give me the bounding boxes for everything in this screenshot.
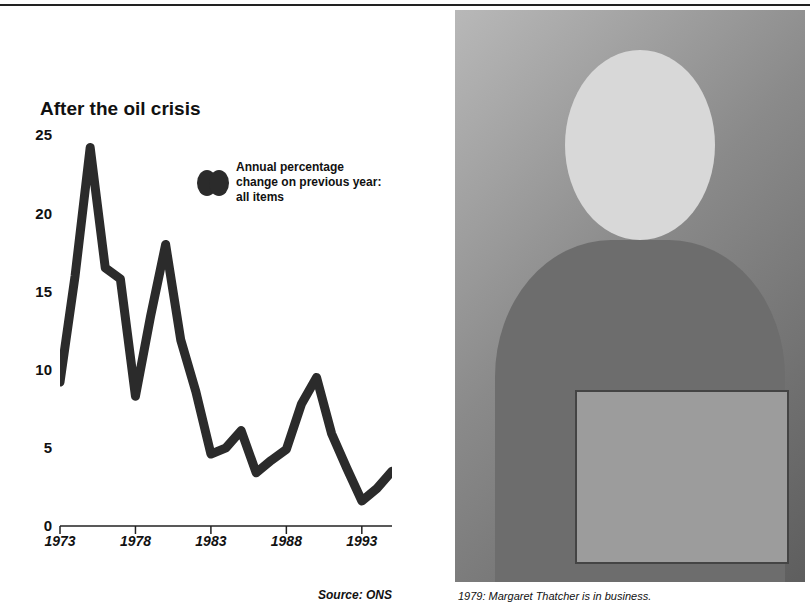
svg-text:10: 10 [35, 361, 52, 378]
html-text:Source: ONS: Source: ONS [318, 588, 392, 602]
html-text:Annual percentage change on pr: Annual percentage change on previous yea… [236, 160, 382, 204]
svg-text:25: 25 [35, 126, 52, 143]
html-text:1979: Margaret Thatcher is in: 1979: Margaret Thatcher is in business. [458, 590, 652, 602]
svg-text:1973: 1973 [44, 533, 75, 549]
html-text:After the oil crisis: After the oil crisis [40, 98, 201, 119]
svg-text:20: 20 [35, 205, 52, 222]
svg-text:1978: 1978 [120, 533, 151, 549]
svg-text:1988: 1988 [271, 533, 302, 549]
svg-text:1983: 1983 [195, 533, 226, 549]
svg-text:0: 0 [44, 517, 52, 534]
svg-text:5: 5 [44, 439, 52, 456]
svg-text:1993: 1993 [346, 533, 377, 549]
svg-text:15: 15 [35, 283, 52, 300]
